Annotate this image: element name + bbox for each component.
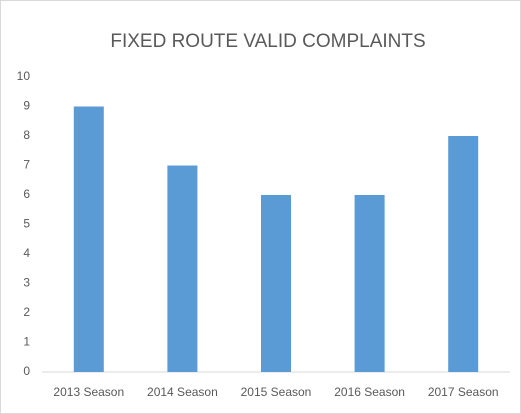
y-tick-label: 0: [23, 364, 30, 378]
x-tick-label: 2013 Season: [53, 385, 124, 399]
chart-title: FIXED ROUTE VALID COMPLAINTS: [110, 31, 425, 52]
bar: [167, 165, 198, 372]
y-tick-label: 10: [17, 69, 31, 83]
bar: [73, 106, 104, 372]
bar: [354, 195, 385, 372]
y-tick-label: 2: [23, 305, 30, 319]
y-tick-label: 5: [23, 217, 30, 231]
y-tick-label: 9: [23, 99, 30, 113]
x-tick-label: 2014 Season: [147, 385, 218, 399]
x-tick-label: 2015 Season: [241, 385, 312, 399]
y-tick-label: 3: [23, 276, 30, 290]
y-tick-label: 8: [23, 128, 30, 142]
bar: [448, 136, 479, 372]
x-tick-label: 2017 Season: [428, 385, 499, 399]
y-tick-label: 4: [23, 246, 30, 260]
y-tick-label: 1: [23, 335, 30, 349]
y-tick-label: 7: [23, 158, 30, 172]
x-tick-label: 2016 Season: [334, 385, 405, 399]
bar: [261, 195, 291, 372]
y-tick-label: 6: [23, 187, 30, 201]
